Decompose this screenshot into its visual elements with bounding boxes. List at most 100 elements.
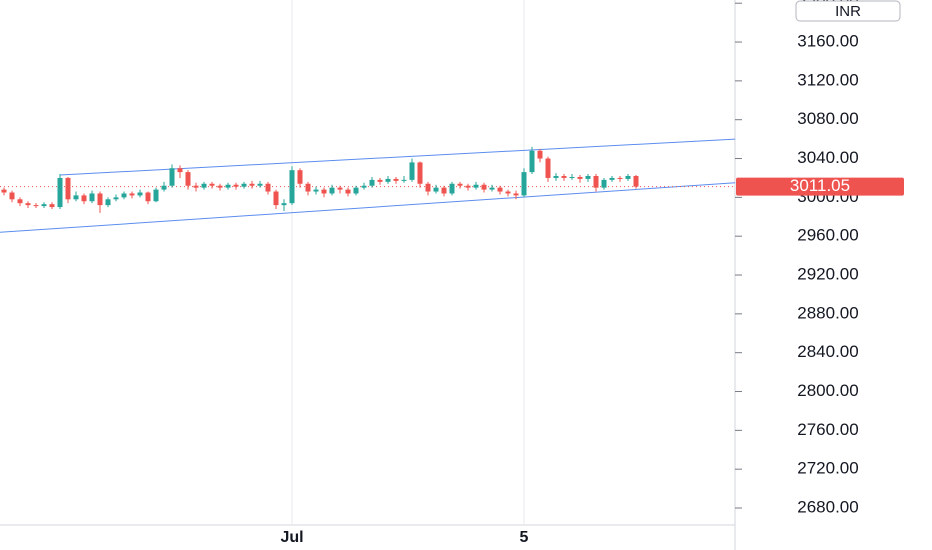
candle	[393, 176, 399, 184]
candle-body	[385, 178, 391, 182]
candle-body	[25, 203, 31, 206]
currency-label: INR	[835, 3, 861, 20]
candle	[305, 181, 311, 196]
candle	[225, 182, 231, 190]
candle	[97, 191, 103, 213]
y-tick-label: 2840.00	[797, 342, 858, 361]
candle-body	[353, 187, 359, 194]
candle	[153, 187, 159, 203]
candle	[89, 190, 95, 204]
candle	[201, 181, 207, 190]
y-tick-label: 2680.00	[797, 497, 858, 516]
candle-body	[233, 184, 239, 187]
candle	[1, 187, 7, 196]
candle-body	[257, 183, 263, 186]
candle	[513, 190, 519, 200]
candle-body	[265, 183, 271, 192]
candle-body	[545, 158, 551, 178]
candle	[609, 176, 615, 182]
candle	[145, 191, 151, 205]
candle-body	[273, 191, 279, 206]
candle-body	[1, 189, 7, 193]
candle-body	[345, 189, 351, 194]
candle-body	[121, 193, 127, 198]
candle	[449, 181, 455, 196]
candle	[233, 182, 239, 190]
candle	[249, 180, 255, 189]
candle	[561, 174, 567, 181]
y-tick-label: 2800.00	[797, 381, 858, 400]
candle-body	[97, 193, 103, 206]
candle	[417, 161, 423, 188]
candle	[521, 168, 527, 198]
candle	[241, 181, 247, 189]
candle-body	[57, 177, 63, 208]
candle	[329, 184, 335, 196]
candle	[265, 181, 271, 195]
candle	[73, 191, 79, 202]
candle-body	[441, 187, 447, 194]
last-price-label: 3011.05	[790, 176, 850, 195]
candle-body	[241, 183, 247, 187]
y-tick-label: 2760.00	[797, 420, 858, 439]
candle-body	[529, 150, 535, 173]
x-tick-label: Jul	[280, 529, 303, 546]
candle-body	[289, 170, 295, 204]
candle	[297, 168, 303, 188]
candle-body	[569, 176, 575, 178]
candle	[113, 194, 119, 202]
candle	[593, 174, 599, 192]
candle	[57, 174, 63, 210]
candle	[177, 165, 183, 178]
candle-body	[41, 204, 47, 207]
y-tick-label: 3040.00	[797, 148, 858, 167]
candle-body	[489, 187, 495, 190]
candle	[409, 158, 415, 182]
candle	[257, 180, 263, 188]
candle	[33, 203, 39, 209]
candle-body	[369, 179, 375, 186]
last-price-badge	[736, 177, 904, 196]
candle	[337, 185, 343, 194]
candle	[185, 170, 191, 190]
candle-body	[313, 189, 319, 192]
candle-body	[105, 199, 111, 206]
candle	[369, 176, 375, 188]
candle	[25, 201, 31, 209]
candle	[529, 146, 535, 175]
candle	[321, 187, 327, 198]
candle-body	[577, 176, 583, 179]
candle-body	[281, 203, 287, 206]
candle	[473, 181, 479, 190]
candle-body	[113, 197, 119, 200]
candle	[457, 181, 463, 189]
candle	[537, 148, 543, 163]
candle-body	[505, 191, 511, 194]
candle-body	[321, 189, 327, 194]
candle-body	[481, 184, 487, 190]
y-tick-label: 2720.00	[797, 459, 858, 478]
candle-body	[89, 193, 95, 202]
candle	[41, 202, 47, 209]
candle-body	[361, 185, 367, 188]
candle-body	[337, 187, 343, 190]
y-tick-label: 2960.00	[797, 226, 858, 245]
candle	[217, 183, 223, 191]
candle-body	[465, 185, 471, 188]
candle-body	[49, 204, 55, 208]
candle	[361, 182, 367, 190]
candle-body	[81, 195, 87, 202]
y-tick-label: 3160.00	[797, 32, 858, 51]
candle-body	[561, 176, 567, 178]
candle-body	[209, 183, 215, 186]
candle	[313, 186, 319, 195]
candle-body	[377, 179, 383, 182]
candle	[601, 177, 607, 190]
candle	[17, 197, 23, 207]
candle-body	[433, 187, 439, 192]
candle	[433, 184, 439, 194]
candle-body	[593, 176, 599, 188]
candle-body	[225, 184, 231, 188]
candle-body	[513, 193, 519, 196]
